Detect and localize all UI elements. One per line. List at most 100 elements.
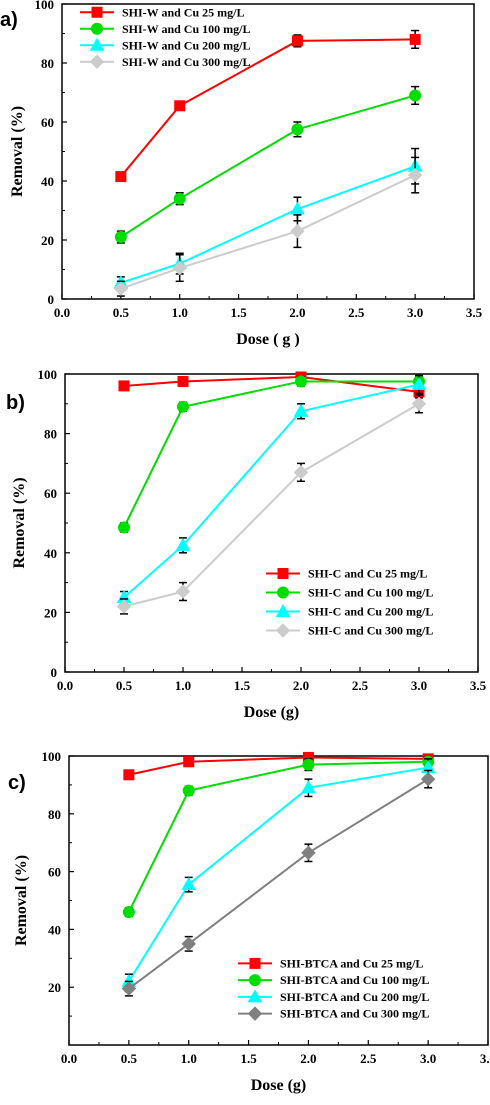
series-line (123, 402, 420, 608)
data-point (118, 521, 130, 534)
legend-entry: SHI-W and Cu 100 mg/L (122, 22, 250, 36)
data-point (172, 260, 187, 276)
series-line (128, 766, 429, 982)
series-line (120, 174, 416, 290)
legend-entry: SHI-C and Cu 300 mg/L (308, 624, 433, 638)
data-point (411, 376, 427, 390)
series-line (127, 760, 429, 913)
x-tick-label: 2.5 (360, 1051, 377, 1066)
series-line (123, 380, 419, 528)
legend-marker (249, 974, 261, 987)
data-point (122, 906, 135, 919)
y-tick-label: 0 (48, 292, 55, 307)
data-point (116, 599, 132, 614)
chart-panel-1: 0.0 0.5 1.0 1.5 2.0 2.5 3.0 3.5 0 20 40 60 80 100 Dose… (0, 0, 483, 348)
series-line (120, 94, 416, 238)
x-axis-label: Dose (g) (251, 1077, 307, 1094)
data-point (181, 936, 196, 952)
series-4 (113, 156, 423, 297)
chart-panel-3: 0.0 0.5 1.0 1.5 2.0 2.5 3.0 3.5 20 40 60 80 100 Dose … (8, 749, 490, 1094)
data-point (420, 771, 436, 787)
series-line (123, 375, 420, 393)
y-tick-label: 60 (41, 115, 54, 130)
legend-entry: SHI-BTCA and Cu 100 mg/L (280, 973, 429, 987)
x-tick-label: 1.0 (175, 678, 191, 693)
data-point (174, 100, 186, 112)
x-tick-label: 0.0 (61, 1051, 77, 1066)
data-point (411, 396, 427, 412)
series-3 (113, 147, 423, 290)
data-point (409, 89, 422, 102)
x-tick-label: 1.5 (240, 1051, 257, 1066)
legend-entry: SHI-BTCA and Cu 300 mg/L (280, 1007, 429, 1021)
legend: SHI-BTCA and Cu 25 mg/L SHI-BTCA and Cu 1… (238, 956, 429, 1021)
series-line (123, 383, 420, 599)
data-point (301, 780, 316, 794)
legend-marker (249, 957, 261, 969)
x-tick-label: 2.5 (348, 305, 365, 320)
chart-panel-2: 0.0 0.5 1.0 1.5 2.0 2.5 3.0 3.5 0 20 40 60 80 100 Dose… (6, 367, 487, 721)
x-tick-label: 3.5 (466, 305, 483, 320)
x-tick-label: 3.0 (420, 1051, 436, 1066)
y-tick-label: 100 (38, 367, 58, 382)
data-point (301, 845, 316, 861)
y-tick-label: 80 (48, 807, 61, 822)
data-point (290, 223, 305, 239)
data-point (291, 35, 303, 47)
legend-entry: SHI-W and Cu 200 mg/L (122, 38, 250, 52)
legend-marker (277, 586, 289, 599)
data-point (293, 465, 309, 480)
data-point (182, 784, 195, 797)
data-point (290, 201, 305, 215)
x-axis-label: Dose (g) (244, 704, 300, 721)
y-tick-label: 80 (41, 56, 54, 71)
series-2 (122, 755, 435, 919)
x-tick-label: 3.5 (480, 1051, 490, 1066)
legend-marker (275, 603, 291, 617)
data-point (407, 167, 423, 183)
x-tick-label: 3.5 (470, 678, 487, 693)
panel-label: a) (0, 9, 18, 31)
legend-marker (91, 22, 103, 35)
x-tick-label: 1.0 (181, 1051, 197, 1066)
series-1 (115, 29, 421, 183)
data-point (181, 877, 197, 891)
data-point (302, 758, 315, 771)
data-point (118, 380, 130, 392)
legend-marker (91, 6, 103, 18)
legend-marker (275, 623, 291, 638)
y-tick-label: 20 (44, 605, 57, 620)
legend-marker (247, 1006, 263, 1021)
data-point (177, 375, 189, 387)
legend: SHI-C and Cu 25 mg/L SHI-C and Cu 100 mg/… (266, 567, 433, 638)
series-line (120, 165, 416, 284)
x-axis-label: Dose ( g ) (236, 331, 300, 348)
x-tick-label: 0.0 (57, 678, 73, 693)
data-point (114, 231, 127, 244)
y-tick-label: 0 (51, 665, 58, 680)
y-tick-label: 100 (35, 0, 55, 12)
x-tick-label: 3.0 (411, 678, 427, 693)
legend-marker (89, 54, 105, 69)
data-point (115, 171, 127, 183)
x-tick-label: 0.5 (121, 1051, 138, 1066)
data-point (175, 537, 191, 551)
series-2 (114, 85, 422, 244)
data-point (113, 281, 129, 296)
y-tick-label: 40 (48, 922, 61, 937)
y-axis-label: Removal (%) (11, 477, 28, 568)
data-point (409, 33, 421, 45)
y-axis-label: Removal (%) (9, 106, 26, 197)
data-point (183, 756, 195, 768)
y-axis-label: Removal (%) (13, 855, 30, 946)
x-tick-label: 1.0 (172, 305, 188, 320)
series-line (128, 778, 429, 990)
legend-entry: SHI-C and Cu 25 mg/L (308, 567, 427, 581)
data-point (291, 123, 304, 136)
y-tick-label: 40 (41, 174, 54, 189)
x-tick-label: 0.0 (54, 305, 70, 320)
data-point (295, 375, 307, 388)
x-tick-label: 2.5 (352, 678, 369, 693)
series-4 (121, 769, 436, 997)
